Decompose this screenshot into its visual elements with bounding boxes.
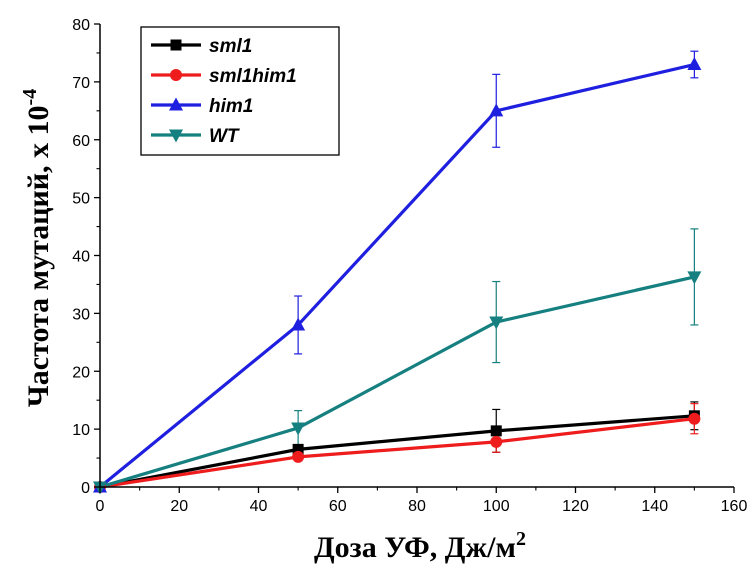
legend-label-sml1him1: sml1him1	[209, 66, 297, 87]
marker-sml1him1-2	[490, 435, 503, 448]
x-tick-label-120: 120	[562, 498, 589, 515]
legend-marker-him1	[169, 97, 183, 111]
line-sml1	[99, 414, 695, 489]
legend-marker-sml1him1	[170, 69, 182, 81]
x-tick-label-140: 140	[641, 498, 668, 515]
x-tick-label-100: 100	[483, 498, 510, 515]
x-tick-label-40: 40	[250, 498, 268, 515]
x-tick-label-80: 80	[408, 498, 426, 515]
legend-item-him1: him1	[151, 96, 253, 117]
y-axis-title: Частота мутаций, x 10-4	[19, 89, 55, 407]
y-tick-label-0: 0	[81, 480, 90, 497]
marker-him1-2	[489, 103, 504, 117]
x-axis-title: Доза УФ, Дж/м2	[314, 528, 526, 564]
line-WT	[99, 275, 695, 489]
series-lines	[98, 62, 695, 489]
line-him1	[98, 62, 695, 489]
x-tick-label-20: 20	[170, 498, 188, 515]
legend-item-WT: WT	[151, 126, 240, 147]
y-tick-label-70: 70	[72, 75, 90, 92]
marker-WT-2	[489, 316, 504, 330]
y-tick-label-30: 30	[72, 306, 90, 323]
marker-him1-1	[291, 317, 306, 331]
marker-WT-1	[291, 422, 306, 436]
legend-label-WT: WT	[209, 126, 240, 147]
y-tick-label-10: 10	[72, 422, 90, 439]
line-sml1him1	[99, 417, 695, 489]
x-tick-label-60: 60	[329, 498, 347, 515]
marker-sml1-1	[292, 443, 304, 455]
y-tick-label-20: 20	[72, 364, 90, 381]
marker-sml1-2	[490, 425, 502, 437]
x-tick-label-0: 0	[96, 498, 105, 515]
legend-marker-WT	[169, 129, 183, 143]
marker-WT-3	[687, 271, 702, 285]
marker-him1-3	[687, 57, 702, 71]
legend: sml1 sml1him1 him1 WT	[140, 26, 340, 156]
marker-sml1him1-3	[688, 412, 701, 425]
legend-marker-sml1	[170, 39, 182, 51]
legend-item-sml1: sml1	[151, 36, 252, 57]
y-tick-label-80: 80	[72, 17, 90, 34]
x-tick-label-160: 160	[721, 498, 748, 515]
axes	[94, 23, 735, 493]
marker-sml1him1-1	[292, 450, 305, 463]
legend-label-him1: him1	[209, 96, 253, 117]
legend-item-sml1him1: sml1him1	[151, 66, 297, 87]
legend-label-sml1: sml1	[209, 36, 252, 57]
y-tick-label-40: 40	[72, 249, 90, 266]
y-tick-label-60: 60	[72, 133, 90, 150]
y-tick-label-50: 50	[72, 191, 90, 208]
tick-labels: 0 20 40 60 80 100 120 140 160 0 10 20 30 40 50 60 70 80	[72, 17, 747, 515]
